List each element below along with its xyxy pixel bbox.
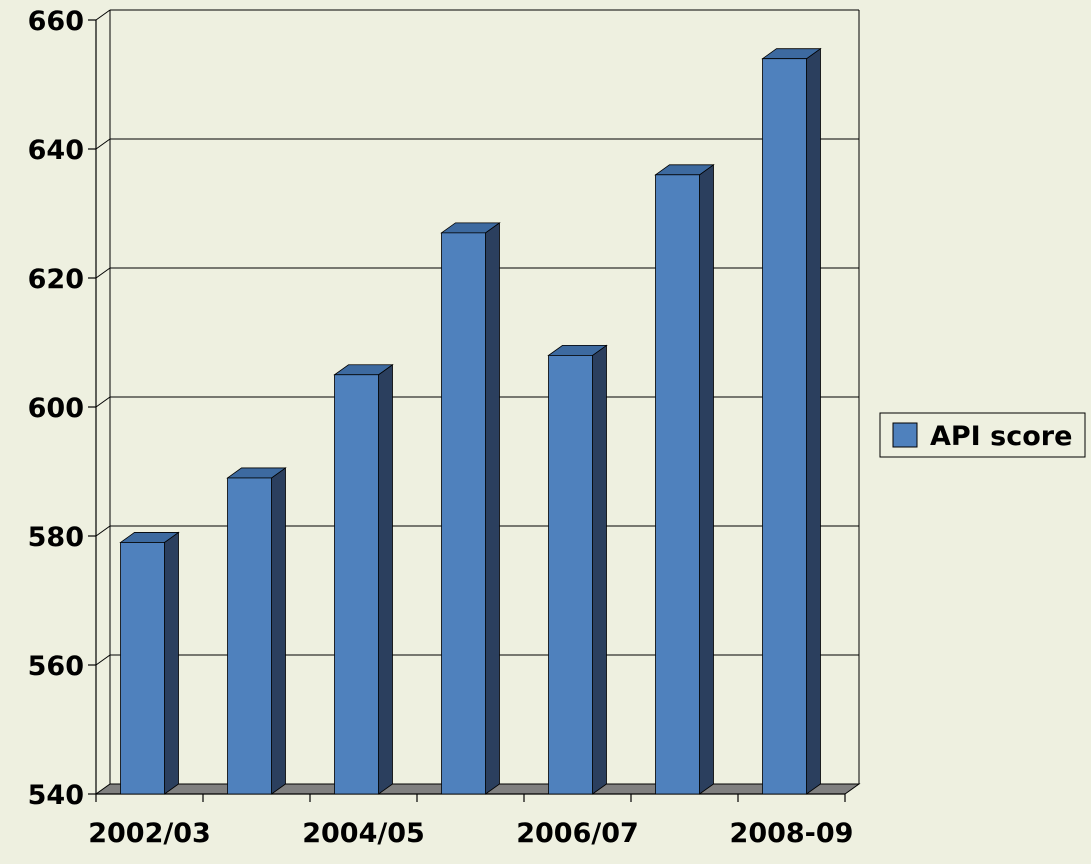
bar-side <box>485 222 500 795</box>
legend-label: API score <box>930 421 1072 452</box>
bar-front <box>441 232 486 795</box>
gridline-side <box>95 267 111 279</box>
tick-labels: 540 560 580 600 620 640 660 2002/03 2004/05 2006/… <box>28 6 854 849</box>
y-tick-label: 540 <box>28 780 84 811</box>
y-tick-label: 620 <box>28 264 84 295</box>
y-tick-label: 580 <box>28 522 84 553</box>
bar <box>226 467 287 795</box>
bar-front <box>120 542 165 795</box>
bar-side <box>164 531 179 795</box>
y-tick-label: 660 <box>28 6 84 37</box>
bar <box>654 164 715 795</box>
bar <box>761 47 822 795</box>
bar-side <box>271 467 286 795</box>
bar-front <box>334 374 379 795</box>
bar-front <box>548 354 593 795</box>
gridline-side <box>95 9 111 21</box>
bar-front <box>227 477 272 795</box>
bar <box>547 344 608 795</box>
bar <box>440 222 501 795</box>
gridline-side <box>95 525 111 537</box>
bar-side <box>699 164 714 795</box>
legend: API score <box>879 412 1086 458</box>
y-tick-label: 560 <box>28 651 84 682</box>
bar-side <box>378 363 393 795</box>
x-tick-label: 2006/07 <box>516 818 639 849</box>
bar-side <box>806 47 821 795</box>
bar-front <box>762 58 807 795</box>
gridline-side <box>95 138 111 150</box>
bar-front <box>655 174 700 795</box>
legend-swatch <box>892 422 918 448</box>
bar <box>333 363 394 795</box>
bars <box>119 47 822 795</box>
x-tick-label: 2004/05 <box>302 818 425 849</box>
gridline-side <box>95 654 111 666</box>
y-tick-label: 640 <box>28 135 84 166</box>
bar-side <box>592 344 607 795</box>
y-tick-label: 600 <box>28 393 84 424</box>
x-tick-label: 2002/03 <box>88 818 211 849</box>
x-tick-label: 2008-09 <box>730 818 854 849</box>
gridline-side <box>95 396 111 408</box>
bar <box>119 531 180 795</box>
